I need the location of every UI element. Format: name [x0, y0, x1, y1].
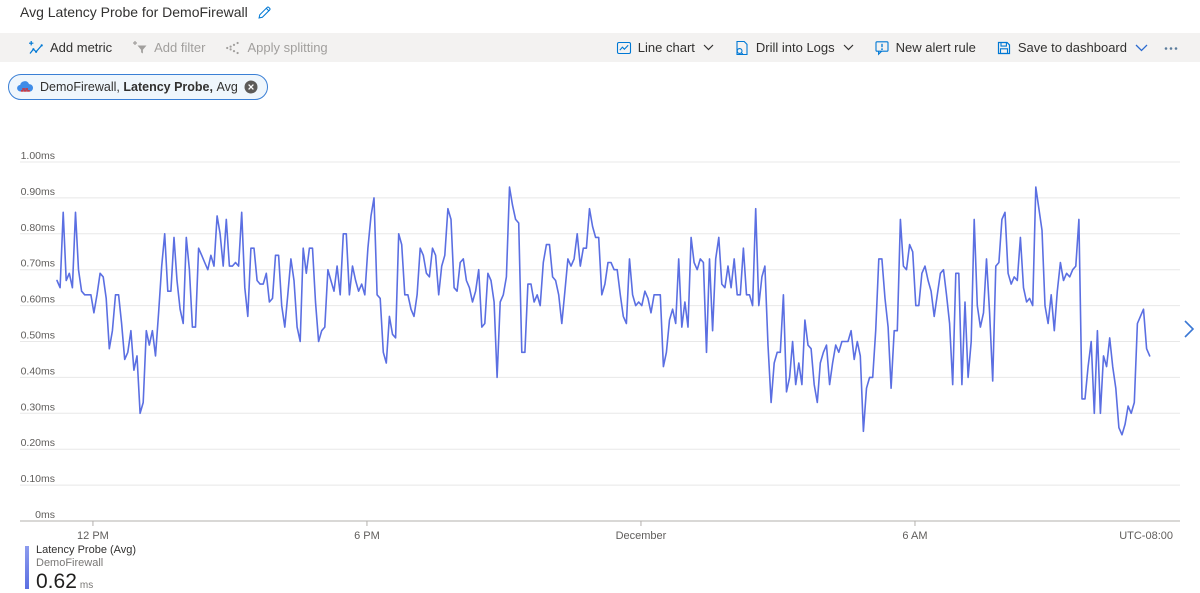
y-tick-label: 0.20ms — [21, 437, 55, 449]
save-to-dashboard-label: Save to dashboard — [1017, 40, 1127, 55]
more-options-icon — [1162, 40, 1180, 56]
new-alert-rule-icon — [874, 40, 890, 56]
apply-splitting-button[interactable]: Apply splitting — [215, 33, 337, 62]
y-tick-label: 0.40ms — [21, 365, 55, 377]
legend-unit: ms — [79, 580, 94, 591]
firewall-icon — [17, 80, 34, 94]
new-alert-rule-label: New alert rule — [895, 40, 976, 55]
add-filter-label: Add filter — [154, 40, 206, 55]
chevron-right-icon[interactable] — [1183, 319, 1195, 339]
line-chart-button[interactable]: Line chart — [606, 33, 724, 62]
add-filter-button[interactable]: Add filter — [122, 33, 215, 62]
series-line[interactable] — [56, 186, 1151, 436]
y-tick-label: 0.30ms — [21, 401, 55, 413]
y-tick-label: 0.80ms — [21, 222, 55, 234]
x-tick-label: 6 PM — [354, 530, 380, 542]
pill-metric: Latency Probe, — [123, 80, 213, 94]
remove-metric-icon[interactable] — [244, 80, 258, 94]
save-to-dashboard-button[interactable]: Save to dashboard — [986, 33, 1158, 62]
toolbar-right-group: Line chart Drill into Logs — [606, 33, 1184, 62]
x-axis-timezone-label: UTC-08:00 — [1119, 530, 1173, 542]
chevron-down-icon — [843, 44, 854, 51]
legend-aggregate-value: 0.62 — [36, 570, 77, 593]
new-alert-rule-button[interactable]: New alert rule — [864, 33, 986, 62]
line-chart-icon — [616, 40, 632, 56]
more-options-button[interactable] — [1158, 33, 1184, 62]
x-tick-label: 12 PM — [77, 530, 109, 542]
add-metric-label: Add metric — [50, 40, 113, 55]
drill-into-logs-icon — [734, 40, 750, 56]
pill-aggregation: Avg — [216, 80, 238, 94]
apply-splitting-label: Apply splitting — [247, 40, 328, 55]
edit-title-icon[interactable] — [257, 5, 272, 20]
apply-splitting-icon — [225, 40, 241, 56]
chevron-down-icon — [1135, 44, 1148, 52]
legend-metric-name: Latency Probe (Avg) — [36, 544, 137, 556]
pill-text: DemoFirewall, Latency Probe, Avg — [40, 80, 238, 94]
drill-into-logs-label: Drill into Logs — [755, 40, 835, 55]
y-tick-label: 0.70ms — [21, 258, 55, 270]
toolbar-left-group: Add metric Add filter Apply splitting — [18, 33, 338, 62]
x-tick-label: December — [616, 530, 667, 542]
y-tick-label: 0.90ms — [21, 186, 55, 198]
y-tick-label: 0.10ms — [21, 473, 55, 485]
legend-color-bar — [25, 546, 29, 589]
chart-header: Avg Latency Probe for DemoFirewall — [20, 4, 272, 20]
legend-resource-name: DemoFirewall — [36, 557, 104, 569]
y-tick-label: 0.50ms — [21, 330, 55, 342]
page-title: Avg Latency Probe for DemoFirewall — [20, 4, 248, 20]
x-tick-label: 6 AM — [902, 530, 927, 542]
y-tick-label: 1.00ms — [21, 150, 55, 162]
chevron-down-icon — [703, 44, 714, 51]
pill-resource: DemoFirewall, — [40, 80, 120, 94]
line-chart-label: Line chart — [637, 40, 695, 55]
y-tick-label: 0.60ms — [21, 294, 55, 306]
y-tick-label: 0ms — [35, 509, 55, 521]
add-filter-icon — [132, 40, 148, 56]
metric-pill[interactable]: DemoFirewall, Latency Probe, Avg — [8, 74, 268, 100]
drill-into-logs-button[interactable]: Drill into Logs — [724, 33, 864, 62]
save-to-dashboard-icon — [996, 40, 1012, 56]
chart-toolbar: Add metric Add filter Apply splitting — [0, 33, 1200, 62]
add-metric-icon — [28, 40, 44, 56]
chart-legend[interactable]: Latency Probe (Avg) DemoFirewall 0.62 ms — [25, 544, 136, 593]
add-metric-button[interactable]: Add metric — [18, 33, 122, 62]
metrics-line-chart[interactable]: 0ms 0.10ms 0.20ms 0.30ms 0.40ms 0.50ms 0.60ms 0… — [0, 130, 1200, 560]
